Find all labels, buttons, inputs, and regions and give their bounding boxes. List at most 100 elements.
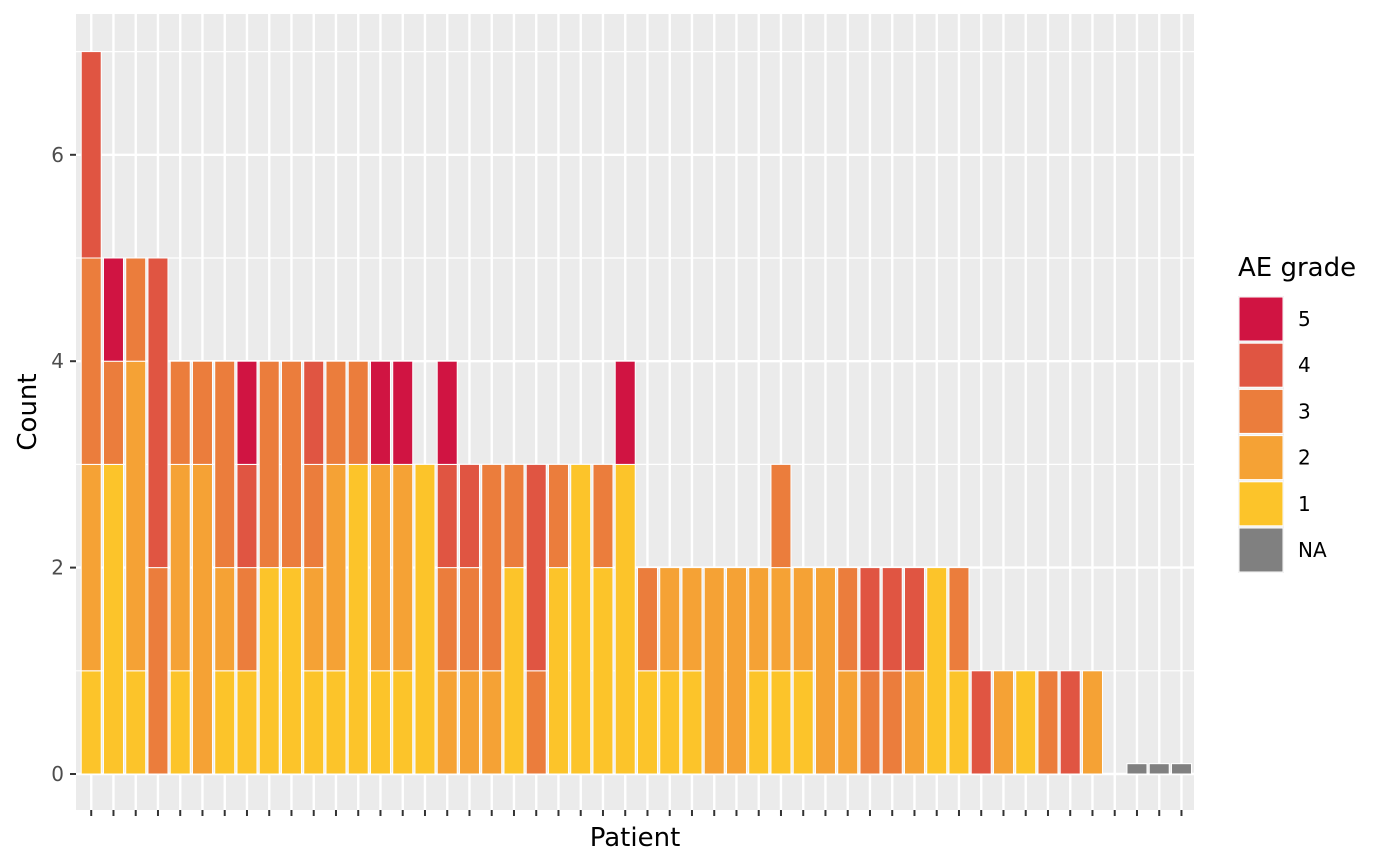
- bar-segment-grade-2: [303, 567, 325, 672]
- legend-label-2: 2: [1298, 446, 1311, 470]
- legend-swatch-3: [1238, 388, 1284, 434]
- x-axis-title: Patient: [590, 823, 681, 853]
- bar-segment-grade-5: [369, 360, 391, 465]
- bar-segment-grade-2: [392, 463, 414, 672]
- bar-segment-grade-na: [1148, 763, 1170, 775]
- bar-segment-grade-3: [214, 360, 236, 569]
- bar-segment-grade-2: [481, 670, 503, 775]
- bar-segment-grade-3: [859, 670, 881, 775]
- bar-segment-grade-3: [258, 360, 280, 569]
- bar-segment-grade-3: [80, 257, 102, 465]
- bar-segment-grade-1: [926, 567, 948, 775]
- legend: 5 4 3 2 1 NA: [1238, 296, 1327, 573]
- bar-segment-grade-1: [659, 670, 681, 775]
- bar-segment-grade-1: [770, 670, 792, 775]
- bar-segment-grade-3: [147, 567, 169, 775]
- y-axis: 0 2 4 6: [51, 143, 1183, 816]
- legend-swatch-1: [1238, 481, 1284, 527]
- legend-title: AE grade: [1238, 253, 1356, 283]
- bar-segment-grade-3: [770, 463, 792, 569]
- bar-segment-grade-4: [903, 567, 925, 672]
- bar-segment-grade-5: [236, 360, 258, 465]
- legend-label-3: 3: [1298, 399, 1311, 423]
- bar-segment-grade-1: [614, 463, 636, 775]
- bar-segment-grade-4: [147, 257, 169, 569]
- bar-segment-grade-3: [525, 670, 547, 775]
- bar-segment-grade-4: [525, 463, 547, 672]
- bar-segment-grade-2: [325, 463, 347, 672]
- bar-segment-grade-1: [325, 670, 347, 775]
- bar-segment-grade-1: [169, 670, 191, 775]
- bar-segment-grade-3: [503, 463, 525, 569]
- bar-segment-grade-1: [1015, 670, 1037, 775]
- bar-segment-grade-2: [681, 567, 703, 672]
- bar-segment-grade-1: [258, 567, 280, 775]
- bar-segment-grade-3: [303, 463, 325, 569]
- bar-segment-grade-1: [681, 670, 703, 775]
- bar-segment-grade-3: [481, 463, 503, 672]
- bar-segment-grade-1: [125, 670, 147, 775]
- bar-segment-grade-3: [1037, 670, 1059, 775]
- bar-segment-grade-2: [191, 463, 213, 775]
- bar-segment-grade-1: [392, 670, 414, 775]
- bar-segment-grade-na: [1126, 763, 1148, 775]
- legend-label-4: 4: [1298, 353, 1311, 377]
- legend-label-na: NA: [1298, 538, 1327, 562]
- bar-segment-grade-3: [325, 360, 347, 465]
- bar-segment-grade-1: [102, 463, 124, 775]
- bar-segment-grade-4: [970, 670, 992, 775]
- y-tick-label: 4: [51, 349, 64, 373]
- bar-segment-grade-5: [102, 257, 124, 362]
- bar-segment-grade-3: [280, 360, 302, 569]
- bar-segment-grade-5: [392, 360, 414, 465]
- bar-segment-grade-1: [303, 670, 325, 775]
- y-tick-label: 6: [51, 143, 64, 167]
- bar-segment-grade-2: [169, 463, 191, 672]
- bar-segment-grade-3: [169, 360, 191, 465]
- bar-segment-grade-1: [214, 670, 236, 775]
- bar-segment-grade-3: [191, 360, 213, 465]
- bar-segment-grade-3: [236, 567, 258, 672]
- bar-segment-grade-5: [436, 360, 458, 465]
- bar-segment-grade-4: [458, 463, 480, 569]
- bar-segment-grade-2: [703, 567, 725, 775]
- y-tick-label: 0: [51, 762, 64, 786]
- bar-segment-grade-3: [948, 567, 970, 672]
- legend-swatch-2: [1238, 435, 1284, 481]
- legend-swatch-4: [1238, 342, 1284, 388]
- bar-segment-grade-2: [903, 670, 925, 775]
- bar-segment-grade-2: [1081, 670, 1103, 775]
- bar-segment-grade-1: [570, 463, 592, 775]
- bar-segment-grade-2: [770, 567, 792, 672]
- bar-segment-grade-2: [792, 567, 814, 672]
- bar-segment-grade-2: [659, 567, 681, 672]
- bar-segment-grade-5: [614, 360, 636, 465]
- bar-segment-grade-1: [636, 670, 658, 775]
- bar-segment-grade-1: [748, 670, 770, 775]
- bar-segment-grade-2: [992, 670, 1014, 775]
- bar-segment-grade-2: [837, 670, 859, 775]
- bar-segment-grade-2: [125, 360, 147, 672]
- bar-segment-grade-3: [547, 463, 569, 569]
- bar-segment-grade-1: [792, 670, 814, 775]
- bar-segment-grade-2: [436, 670, 458, 775]
- legend-swatch-na: [1238, 527, 1284, 573]
- bar-segment-grade-1: [503, 567, 525, 775]
- bar-segment-grade-3: [458, 567, 480, 672]
- bar-segment-grade-1: [280, 567, 302, 775]
- bar-segment-grade-2: [80, 463, 102, 672]
- bar-segment-grade-4: [436, 463, 458, 569]
- bar-segment-grade-3: [837, 567, 859, 672]
- bar-segment-grade-4: [881, 567, 903, 672]
- bar-segment-grade-3: [125, 257, 147, 362]
- bar-segment-grade-1: [236, 670, 258, 775]
- bar-segment-grade-1: [369, 670, 391, 775]
- y-tick-label: 2: [51, 556, 64, 580]
- bar-segment-grade-1: [414, 463, 436, 775]
- bar-segment-grade-1: [592, 567, 614, 775]
- bar-segment-grade-3: [636, 567, 658, 672]
- bar-segment-grade-4: [1059, 670, 1081, 775]
- bar-segment-grade-4: [80, 51, 102, 259]
- bar-segment-grade-4: [236, 463, 258, 569]
- bar-segment-grade-3: [881, 670, 903, 775]
